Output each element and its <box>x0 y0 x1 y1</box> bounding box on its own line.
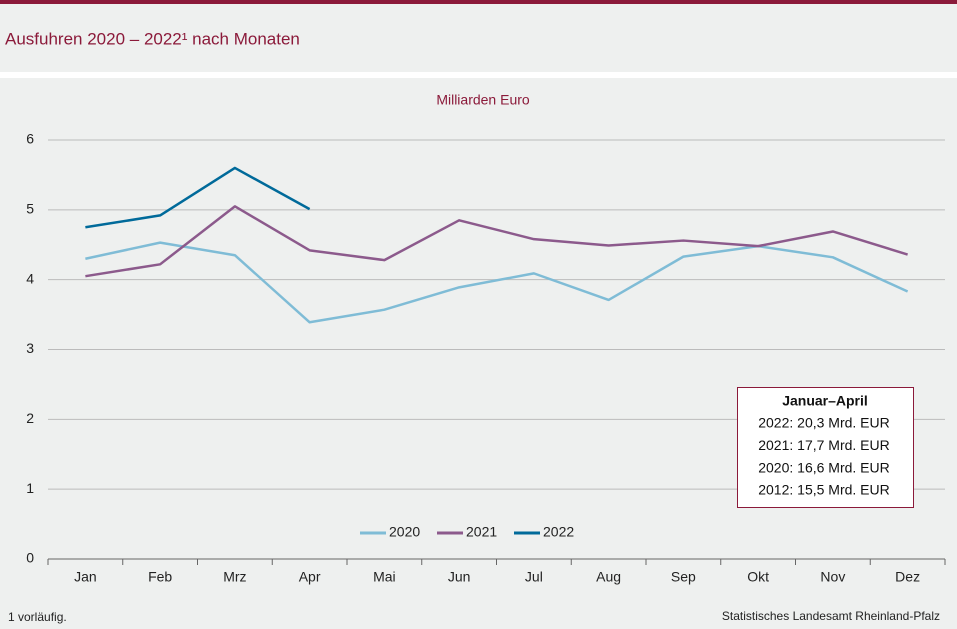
chart-title: Ausfuhren 2020 – 2022¹ nach Monaten <box>5 29 300 48</box>
line-series <box>85 205 908 278</box>
top-bar <box>0 0 957 4</box>
info-box-line: 2020: 16,6 Mrd. EUR <box>758 459 890 475</box>
x-tick-label: Okt <box>747 569 769 585</box>
y-tick-label: 4 <box>26 270 34 286</box>
x-tick-label: Nov <box>820 569 845 585</box>
legend-label: 2021 <box>466 524 497 540</box>
x-tick-label: Sep <box>671 569 696 585</box>
line-series <box>85 166 311 229</box>
info-box-title: Januar–April <box>782 393 868 409</box>
info-box-line: 2021: 17,7 Mrd. EUR <box>758 437 890 453</box>
separator <box>0 72 957 78</box>
x-tick-label: Feb <box>148 569 172 585</box>
x-tick-label: Dez <box>895 569 920 585</box>
y-tick-label: 6 <box>26 131 34 147</box>
info-box <box>737 387 914 508</box>
line-series <box>85 241 909 324</box>
y-tick-label: 5 <box>26 201 34 217</box>
x-tick-label: Mai <box>373 569 396 585</box>
x-tick-label: Aug <box>596 569 621 585</box>
y-tick-label: 3 <box>26 340 34 356</box>
x-tick-label: Apr <box>299 569 321 585</box>
info-box-line: 2022: 20,3 Mrd. EUR <box>758 415 890 431</box>
info-box-line: 2012: 15,5 Mrd. EUR <box>758 482 890 498</box>
y-tick-label: 0 <box>26 550 34 566</box>
legend-label: 2022 <box>543 524 574 540</box>
x-tick-label: Jul <box>525 569 543 585</box>
chart-subtitle: Milliarden Euro <box>436 92 530 108</box>
source: Statistisches Landesamt Rheinland-Pfalz <box>722 609 940 623</box>
y-tick-label: 1 <box>26 480 34 496</box>
x-tick-label: Mrz <box>223 569 246 585</box>
footnote: 1 vorläufig. <box>8 610 67 624</box>
x-tick-label: Jun <box>448 569 471 585</box>
legend-label: 2020 <box>389 524 420 540</box>
y-tick-label: 2 <box>26 410 34 426</box>
x-tick-label: Jan <box>74 569 97 585</box>
